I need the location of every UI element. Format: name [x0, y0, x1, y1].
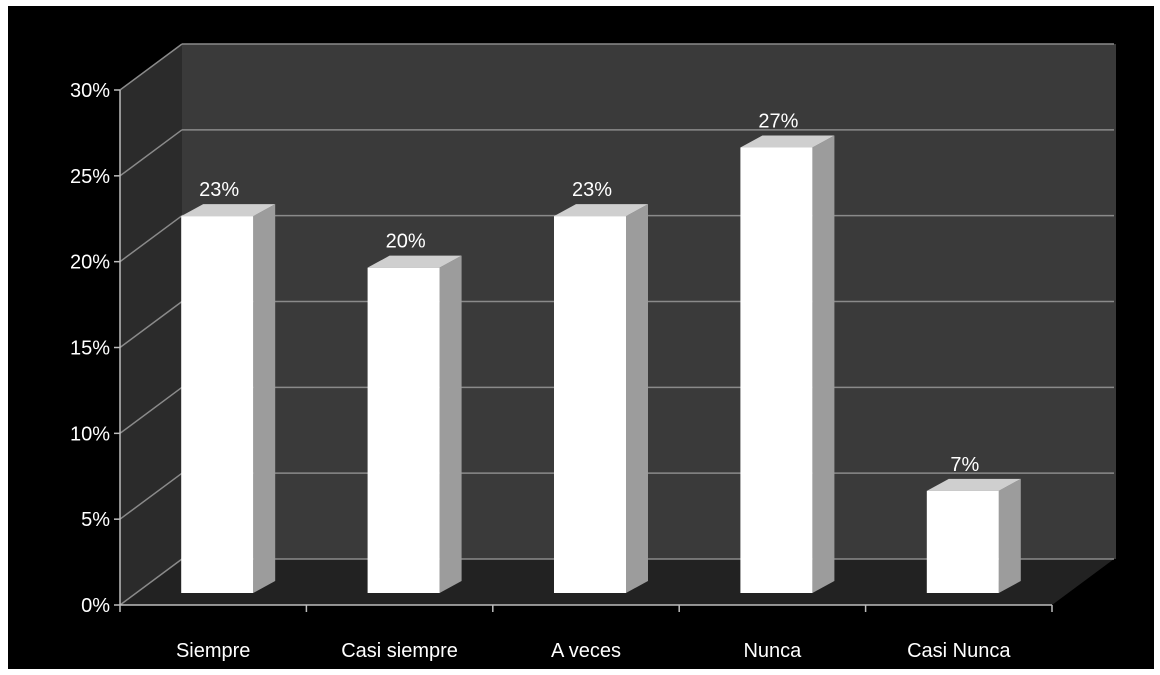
bar-top-1	[367, 255, 462, 268]
gridline-side-3	[119, 300, 183, 349]
bar-top-2	[554, 204, 648, 217]
bar-2	[554, 216, 626, 593]
data-label-0: 23%	[199, 179, 239, 201]
gridline-side-0	[119, 558, 183, 606]
x-tick-label-3: Nunca	[743, 640, 802, 662]
bar-1	[367, 267, 440, 593]
bar-chart: 0% 5% 10% 15% 20% 25% 30% 23% Siempre 20% Casi sie…	[70, 43, 1116, 662]
y-tick-label-1: 5%	[81, 509, 110, 531]
bar-0	[181, 216, 254, 593]
y-tick-label-6: 30%	[70, 80, 110, 102]
gridline-side-5	[119, 129, 183, 177]
x-tick-label-0: Siempre	[176, 640, 250, 662]
data-label-2: 23%	[572, 179, 612, 201]
gridline-side-6	[119, 43, 183, 91]
x-tick-label-2: A veces	[551, 640, 621, 662]
data-label-3: 27%	[758, 111, 798, 133]
x-tick-label-4: Casi Nunca	[907, 640, 1011, 662]
x-tick-label-1: Casi siempre	[341, 640, 458, 662]
data-label-4: 7%	[950, 454, 979, 476]
bar-side-1	[439, 255, 462, 593]
chart-frame: 0% 5% 10% 15% 20% 25% 30% 23% Siempre 20% Casi sie…	[8, 6, 1154, 669]
y-tick-label-5: 25%	[70, 166, 110, 188]
y-tick-label-0: 0%	[81, 595, 110, 617]
bar-top-4	[926, 478, 1021, 491]
y-tick-label-3: 15%	[70, 338, 110, 360]
y-tick-label-4: 20%	[70, 252, 110, 274]
gridline-side-2	[119, 386, 183, 434]
gridline-side-4	[119, 215, 183, 263]
bar-side-2	[626, 204, 648, 593]
gridline-side-1	[119, 472, 183, 520]
bar-side-0	[253, 204, 276, 593]
data-label-1: 20%	[386, 231, 426, 253]
bar-top-3	[740, 135, 835, 148]
bar-4	[926, 490, 999, 593]
bar-side-3	[812, 135, 835, 593]
bar-3	[740, 147, 813, 593]
bar-side-4	[998, 478, 1021, 593]
bar-top-0	[181, 204, 276, 217]
y-tick-label-2: 10%	[70, 423, 110, 445]
